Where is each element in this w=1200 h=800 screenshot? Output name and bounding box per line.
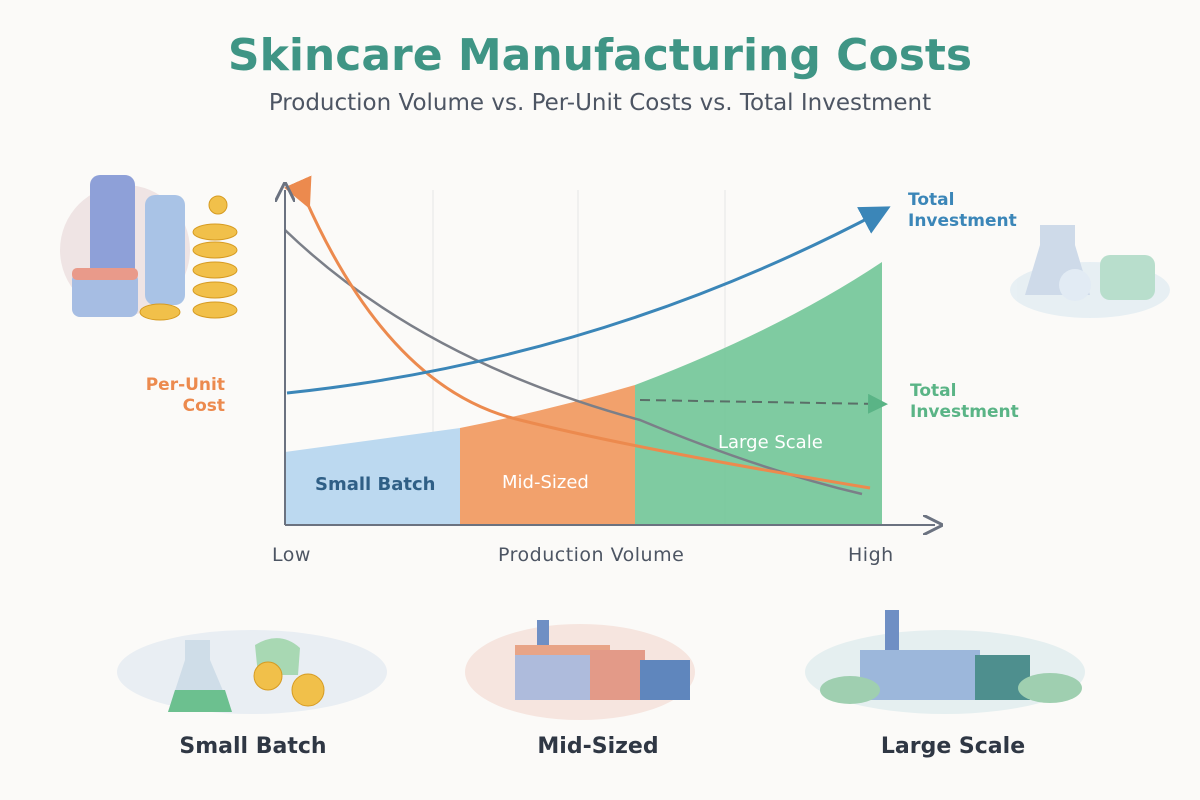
caption: Mid-Sized <box>537 734 659 759</box>
curve-label: Total Investment <box>910 381 1019 422</box>
green-dash <box>639 393 888 414</box>
curve-label: Per-Unit Cost <box>145 375 225 416</box>
x-axis-low: Low <box>272 544 311 566</box>
caption: Small Batch <box>179 734 327 759</box>
x-axis-high: High <box>848 544 894 566</box>
x-axis-title: Production Volume <box>498 544 685 566</box>
small-batch-icon <box>117 630 387 714</box>
zone-label: Small Batch <box>315 474 436 495</box>
zone-large <box>635 262 882 525</box>
blue-curve <box>286 206 891 395</box>
products-icon <box>60 175 238 321</box>
subtitle: Production Volume vs. Per-Unit Costs vs.… <box>268 90 932 116</box>
large-scale-icon <box>805 610 1085 714</box>
mid-sized-icon <box>465 620 695 720</box>
caption: Large Scale <box>880 734 1026 759</box>
zone-small <box>285 428 460 525</box>
zone-mid <box>460 385 635 525</box>
title: Skincare Manufacturing Costs <box>227 30 973 81</box>
zone-label: Mid-Sized <box>502 472 589 493</box>
lab-icon <box>1010 225 1170 318</box>
orange-curve <box>283 175 871 490</box>
zone-label: Large Scale <box>718 432 823 453</box>
curve-label: Total Investment <box>908 190 1017 231</box>
